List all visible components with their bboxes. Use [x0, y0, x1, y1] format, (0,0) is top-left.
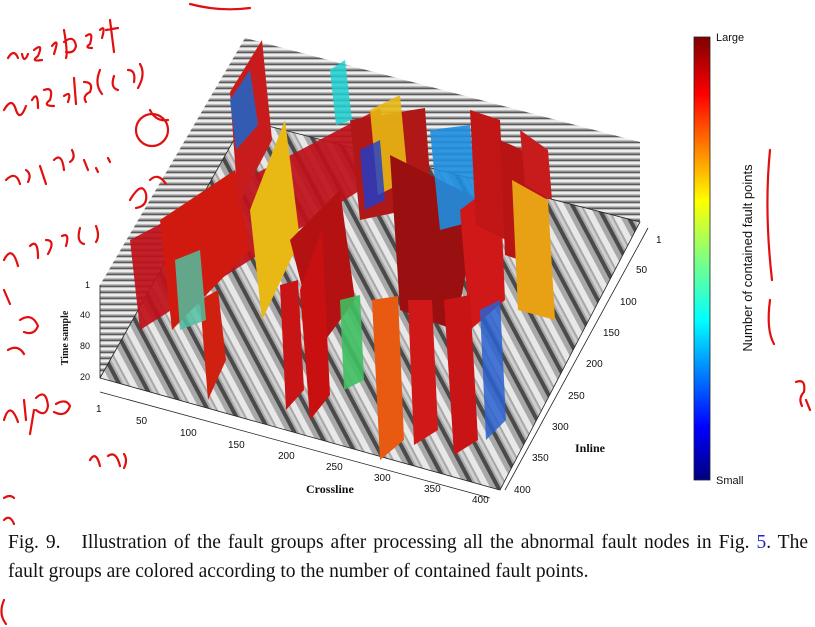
fault-surface: [360, 140, 385, 210]
inline-tick: 100: [620, 297, 637, 308]
fault-surface: [340, 295, 364, 390]
time-tick: 40: [80, 310, 90, 320]
fault-surface: [175, 250, 206, 330]
inline-axis-label: Inline: [575, 441, 606, 455]
crossline-tick: 50: [136, 416, 148, 427]
fault-surface: [200, 290, 226, 400]
fault-surface: [408, 300, 438, 445]
inline-axis: 1 50 100 150 200 250 300 350 400 Inline: [504, 227, 662, 496]
crossline-tick: 300: [374, 473, 391, 484]
fault-surface: [512, 180, 555, 320]
crossline-axis: 1 50 100 150 200 250 300 350 400 Crossli…: [96, 391, 491, 505]
inline-tick: 250: [568, 391, 585, 402]
time-axis: 1 40 80 20 Time sample: [60, 280, 101, 382]
crossline-tick: 250: [326, 462, 343, 473]
inline-tick: 200: [586, 359, 603, 370]
figure-caption: Fig. 9. Illustration of the fault groups…: [8, 528, 808, 586]
inline-tick: 350: [532, 453, 549, 464]
fault-surface: [470, 110, 506, 240]
caption-text-continued: . The fault groups are colored according…: [8, 532, 808, 582]
time-tick: 80: [80, 341, 90, 351]
crossline-tick: 400: [472, 495, 489, 505]
colorbar-top-label: Large: [716, 32, 744, 44]
fault-surface: [300, 230, 330, 420]
crossline-tick: 150: [228, 440, 245, 451]
time-tick: 1: [85, 280, 90, 290]
figure-label: Fig. 9.: [8, 532, 61, 553]
fault-surface: [280, 280, 304, 410]
inline-tick: 400: [514, 485, 531, 496]
caption-text: Illustration of the fault groups after p…: [81, 532, 750, 553]
fault-surface: [372, 296, 404, 460]
fault-surface: [520, 130, 552, 200]
figure-3d-fault-plot: 1 40 80 20 Time sample 1 50 100 150 200 …: [60, 32, 755, 505]
inline-tick: 150: [603, 328, 620, 339]
crossline-tick: 350: [424, 484, 441, 495]
fault-surface: [250, 120, 300, 320]
crossline-axis-label: Crossline: [306, 482, 354, 496]
inline-tick: 50: [636, 265, 648, 276]
fault-groups: [130, 40, 555, 460]
crossline-tick: 100: [180, 428, 197, 439]
inline-tick: 1: [656, 235, 662, 246]
colorbar-axis-label: Number of contained fault points: [740, 164, 755, 352]
colorbar: Large Small Number of contained fault po…: [693, 32, 755, 487]
crossline-tick: 1: [96, 404, 102, 415]
fault-surface: [230, 70, 258, 150]
fault-surface: [444, 295, 478, 455]
fault-surface: [430, 125, 478, 230]
crossline-tick: 200: [278, 451, 295, 462]
inline-tick: 300: [552, 422, 569, 433]
figure-reference-link[interactable]: 5: [756, 532, 767, 553]
colorbar-bottom-label: Small: [716, 475, 744, 487]
colorbar-gradient: [693, 36, 711, 481]
fault-surface: [480, 300, 506, 440]
time-axis-label: Time sample: [60, 310, 71, 365]
time-tick: 20: [80, 372, 90, 382]
fault-surface: [330, 60, 352, 125]
